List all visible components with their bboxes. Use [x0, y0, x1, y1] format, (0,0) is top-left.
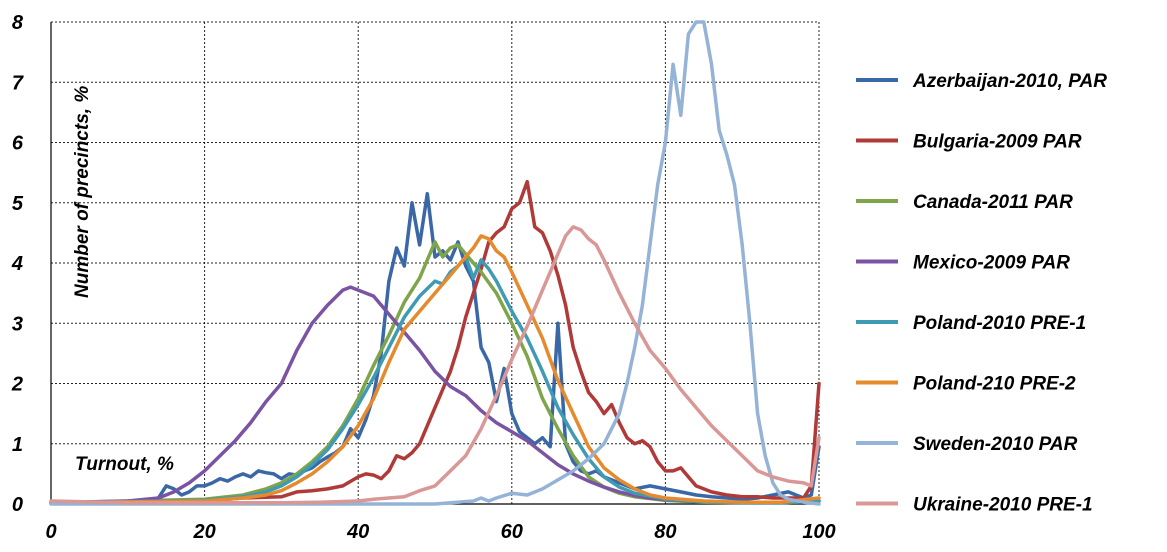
legend-label: Canada-2011 PAR [913, 192, 1073, 213]
legend-label: Poland-210 PRE-2 [913, 374, 1076, 395]
series-line-6 [49, 234, 821, 505]
legend-entry: Mexico-2009 PAR [856, 253, 1070, 274]
grid-layer [51, 21, 820, 504]
legend-label: Ukraine-2010 PRE-1 [913, 495, 1093, 516]
y-tick-label: 0 [12, 494, 23, 516]
y-tick-label: 7 [12, 72, 24, 94]
series-layer [49, 20, 821, 506]
series-line-8 [49, 225, 821, 505]
y-tick-label: 3 [12, 313, 23, 335]
y-axis-title: Number of precincts, % [72, 86, 93, 298]
x-tick-label: 100 [802, 521, 835, 543]
legend-label: Poland-2010 PRE-1 [913, 313, 1086, 334]
legend-entry: Ukraine-2010 PRE-1 [856, 495, 1093, 516]
y-tick-label: 1 [12, 434, 23, 456]
y-tick-label: 8 [12, 12, 24, 34]
x-tick-label: 40 [346, 521, 369, 543]
legend-entry: Azerbaijan-2010, PAR [856, 71, 1107, 92]
x-tick-label: 0 [45, 521, 56, 543]
x-tick-label: 60 [501, 521, 523, 543]
x-axis-title: Turnout, % [75, 454, 174, 475]
legend-label: Mexico-2009 PAR [913, 253, 1070, 274]
x-tick-label: 20 [192, 521, 215, 543]
series-line-2 [49, 179, 821, 505]
y-tick-label: 2 [11, 374, 23, 396]
x-tick-label: 80 [654, 521, 676, 543]
legend-entry: Poland-2010 PRE-1 [856, 313, 1086, 334]
series-line-7 [49, 20, 821, 506]
legend-entry: Sweden-2010 PAR [856, 434, 1078, 455]
y-tick-label: 4 [11, 253, 23, 275]
legend-entry: Canada-2011 PAR [856, 192, 1073, 213]
y-tick-label: 6 [12, 133, 24, 155]
legend: Azerbaijan-2010, PAR Bulgaria-2009 PAR Can… [856, 71, 1107, 516]
y-tick-label: 5 [12, 193, 24, 215]
series-line-4 [49, 285, 821, 505]
legend-label: Azerbaijan-2010, PAR [912, 71, 1107, 92]
legend-entry: Bulgaria-2009 PAR [856, 132, 1082, 153]
legend-label: Sweden-2010 PAR [913, 434, 1078, 455]
legend-label: Bulgaria-2009 PAR [913, 132, 1082, 153]
legend-entry: Poland-210 PRE-2 [856, 374, 1076, 395]
